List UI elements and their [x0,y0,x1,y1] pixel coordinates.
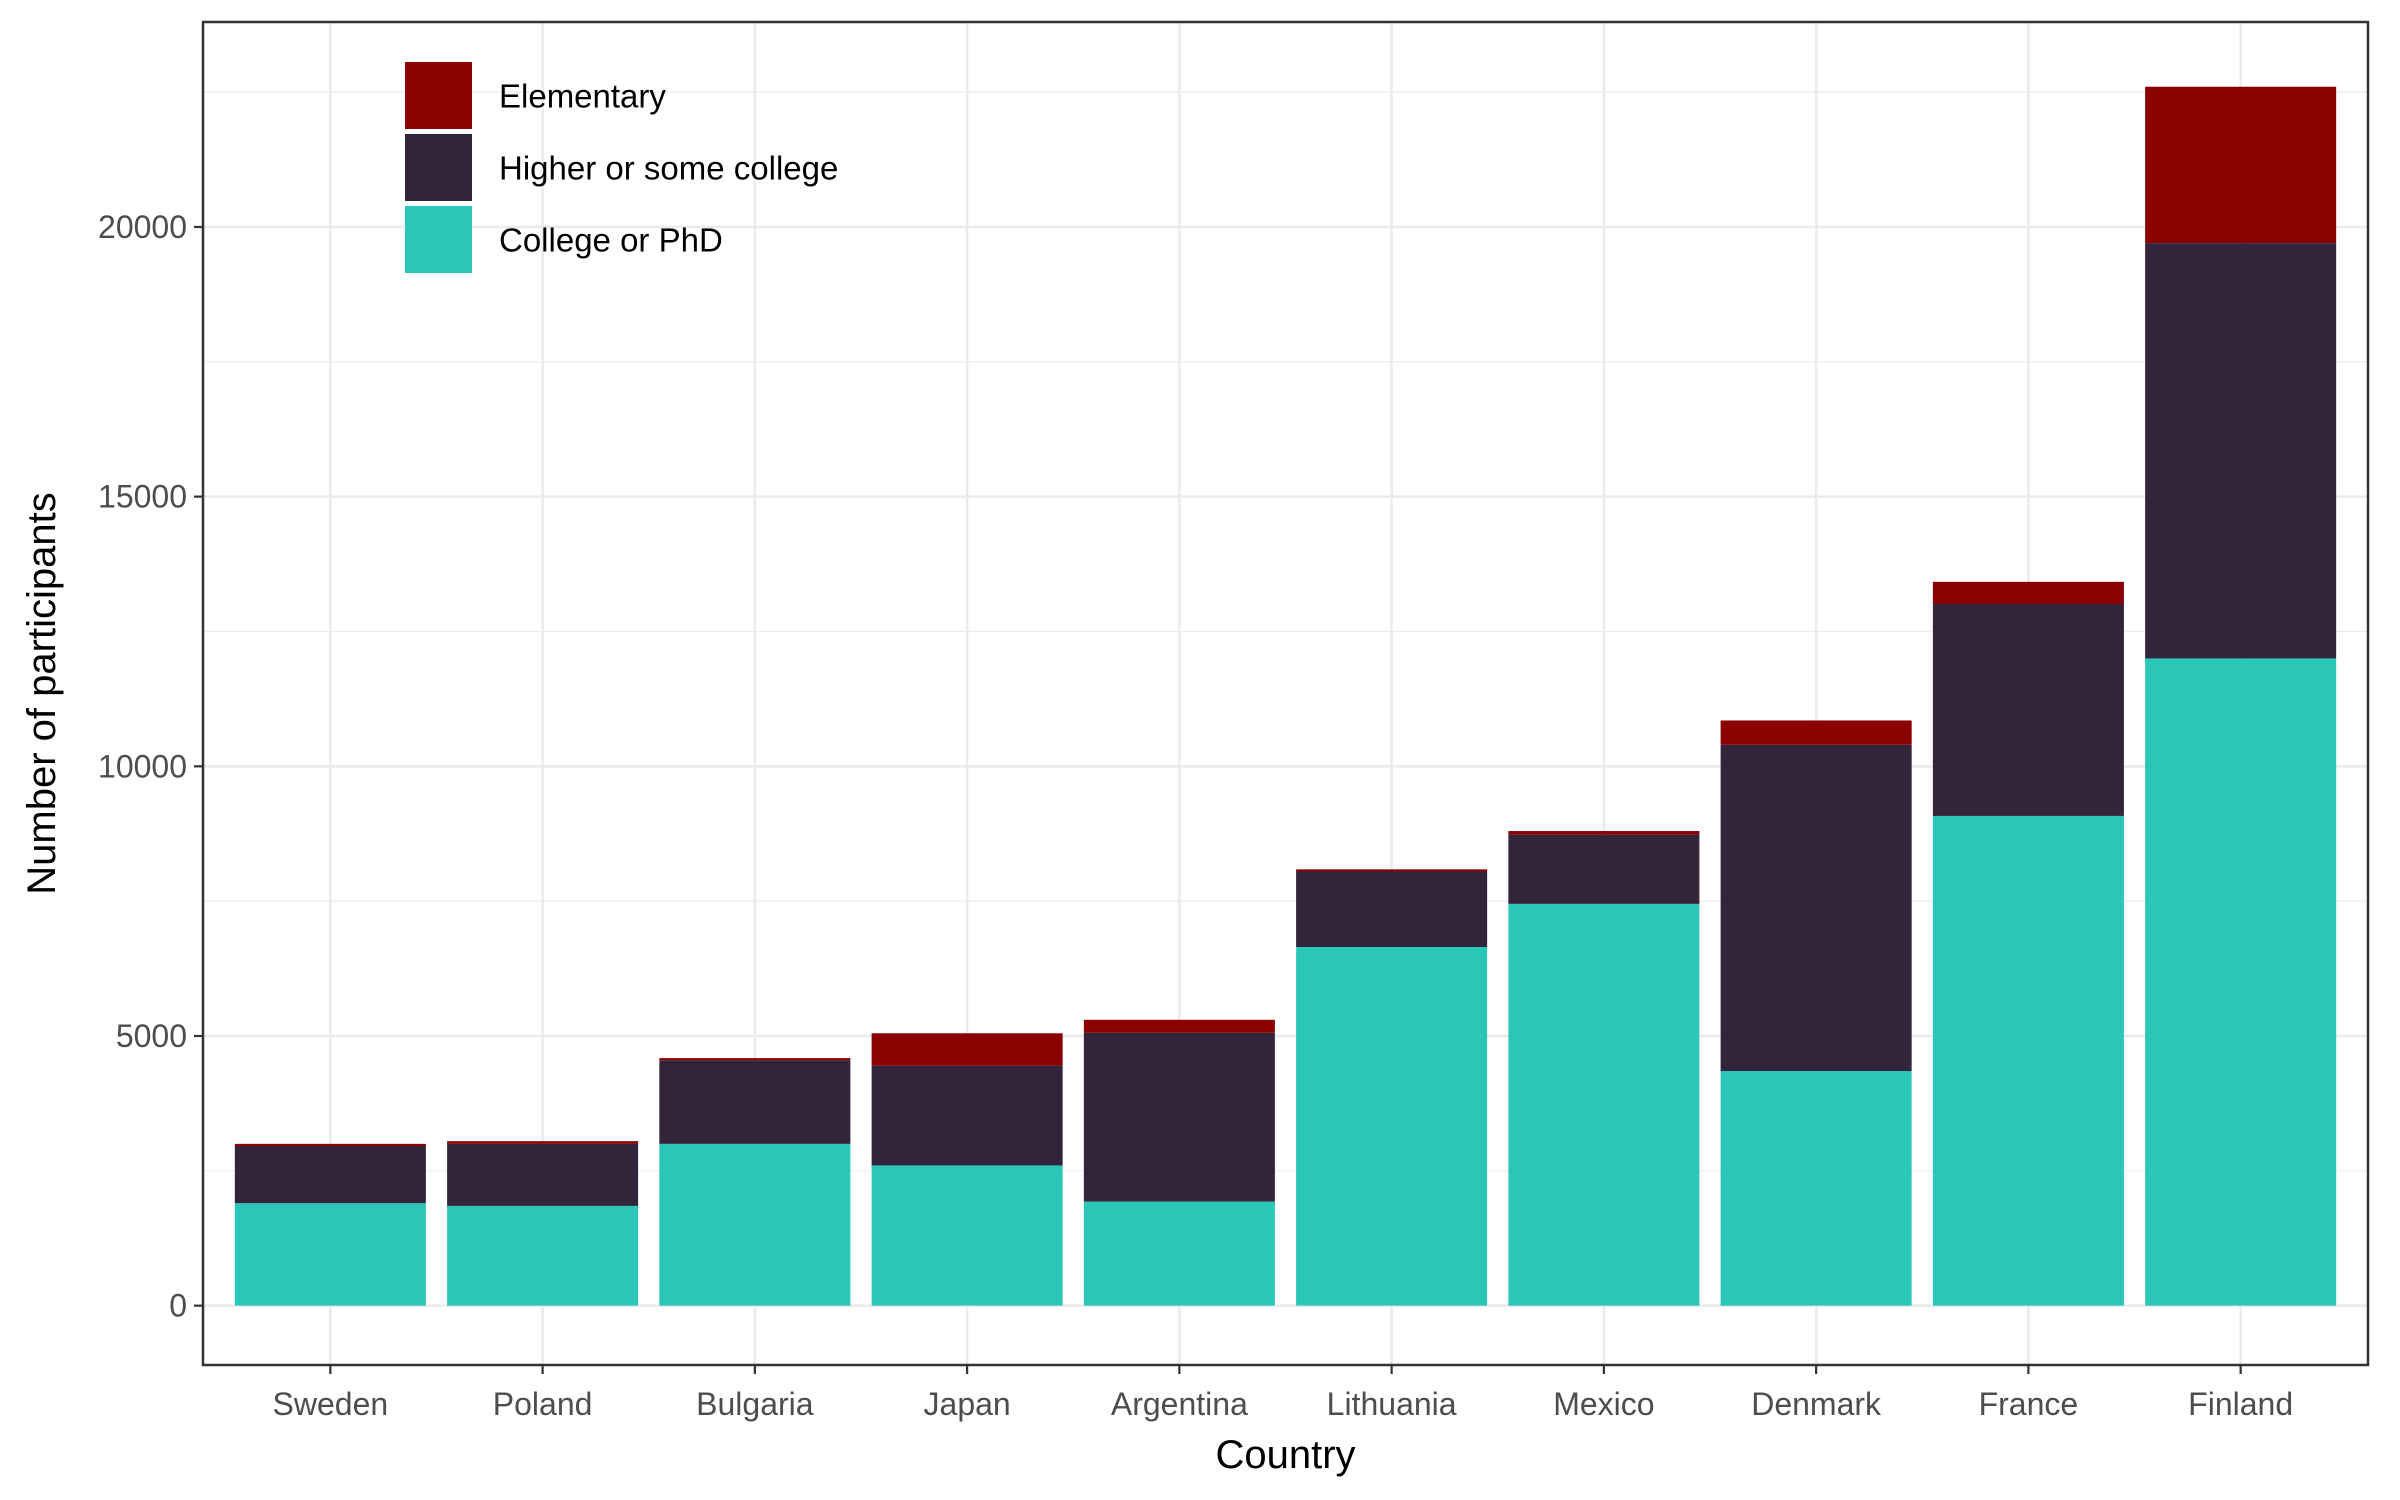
x-tick-label: France [1979,1386,2079,1422]
bar-sweden-college-or-phd [234,1203,426,1306]
bar-denmark-higher-or-some-college [1720,744,1912,1072]
bar-sweden-elementary [234,1143,426,1147]
bar-bulgaria-college-or-phd [659,1143,851,1306]
x-tick-label: Japan [924,1386,1011,1422]
x-tick-label: Sweden [273,1386,389,1422]
x-axis-title: Country [1215,1433,1355,1477]
y-tick-label: 15000 [98,479,187,515]
bar-japan-higher-or-some-college [871,1065,1063,1166]
x-tick-label: Bulgaria [696,1386,814,1422]
y-tick-label: 0 [169,1288,187,1324]
bar-bulgaria-elementary [659,1058,851,1061]
legend-key [405,206,472,273]
bars-group [234,86,2337,1306]
bar-lithuania-college-or-phd [1296,946,1488,1306]
bar-lithuania-elementary [1296,869,1488,872]
bar-argentina-higher-or-some-college [1083,1032,1275,1202]
x-tick-label: Argentina [1111,1386,1248,1422]
bar-argentina-college-or-phd [1083,1201,1275,1306]
y-tick-label: 10000 [98,748,187,784]
bar-argentina-elementary [1083,1019,1275,1033]
bar-poland-elementary [447,1141,639,1144]
legend-key [405,62,472,129]
panel-border [201,20,2370,1367]
x-tick-label: Mexico [1553,1386,1654,1422]
bar-finland-higher-or-some-college [2145,243,2337,659]
bar-mexico-elementary [1508,831,1700,835]
legend: Elementary Higher or some college College … [405,62,838,273]
y-axis-title: Number of participants [20,492,64,894]
x-tick-label: Lithuania [1327,1386,1457,1422]
bar-france-elementary [1932,581,2124,604]
bar-finland-elementary [2145,86,2337,244]
legend-label: College or PhD [499,222,723,259]
legend-label: Elementary [499,78,666,115]
bar-poland-college-or-phd [447,1205,639,1306]
bar-france-college-or-phd [1932,815,2124,1306]
y-tick-label: 20000 [98,209,187,245]
bar-bulgaria-higher-or-some-college [659,1060,851,1144]
legend-key [405,134,472,201]
bar-denmark-college-or-phd [1720,1071,1912,1306]
y-tick-label: 5000 [116,1018,187,1054]
x-tick-label: Poland [493,1386,593,1422]
bar-lithuania-higher-or-some-college [1296,871,1488,947]
bar-japan-elementary [871,1033,1063,1066]
bar-mexico-college-or-phd [1508,903,1700,1306]
bar-finland-college-or-phd [2145,658,2337,1306]
bar-france-higher-or-some-college [1932,603,2124,816]
bar-poland-higher-or-some-college [447,1143,639,1206]
bar-denmark-elementary [1720,720,1912,745]
bar-sweden-higher-or-some-college [234,1146,426,1204]
x-tick-label: Denmark [1751,1386,1882,1422]
bar-mexico-higher-or-some-college [1508,834,1700,904]
bar-japan-college-or-phd [871,1165,1063,1306]
legend-label: Higher or some college [499,150,838,187]
x-tick-label: Finland [2188,1386,2293,1422]
x-axis: Sweden Poland Bulgaria Japan Argentina Lithua… [273,1365,2293,1422]
y-axis: 0 5000 10000 15000 20000 [98,209,203,1324]
